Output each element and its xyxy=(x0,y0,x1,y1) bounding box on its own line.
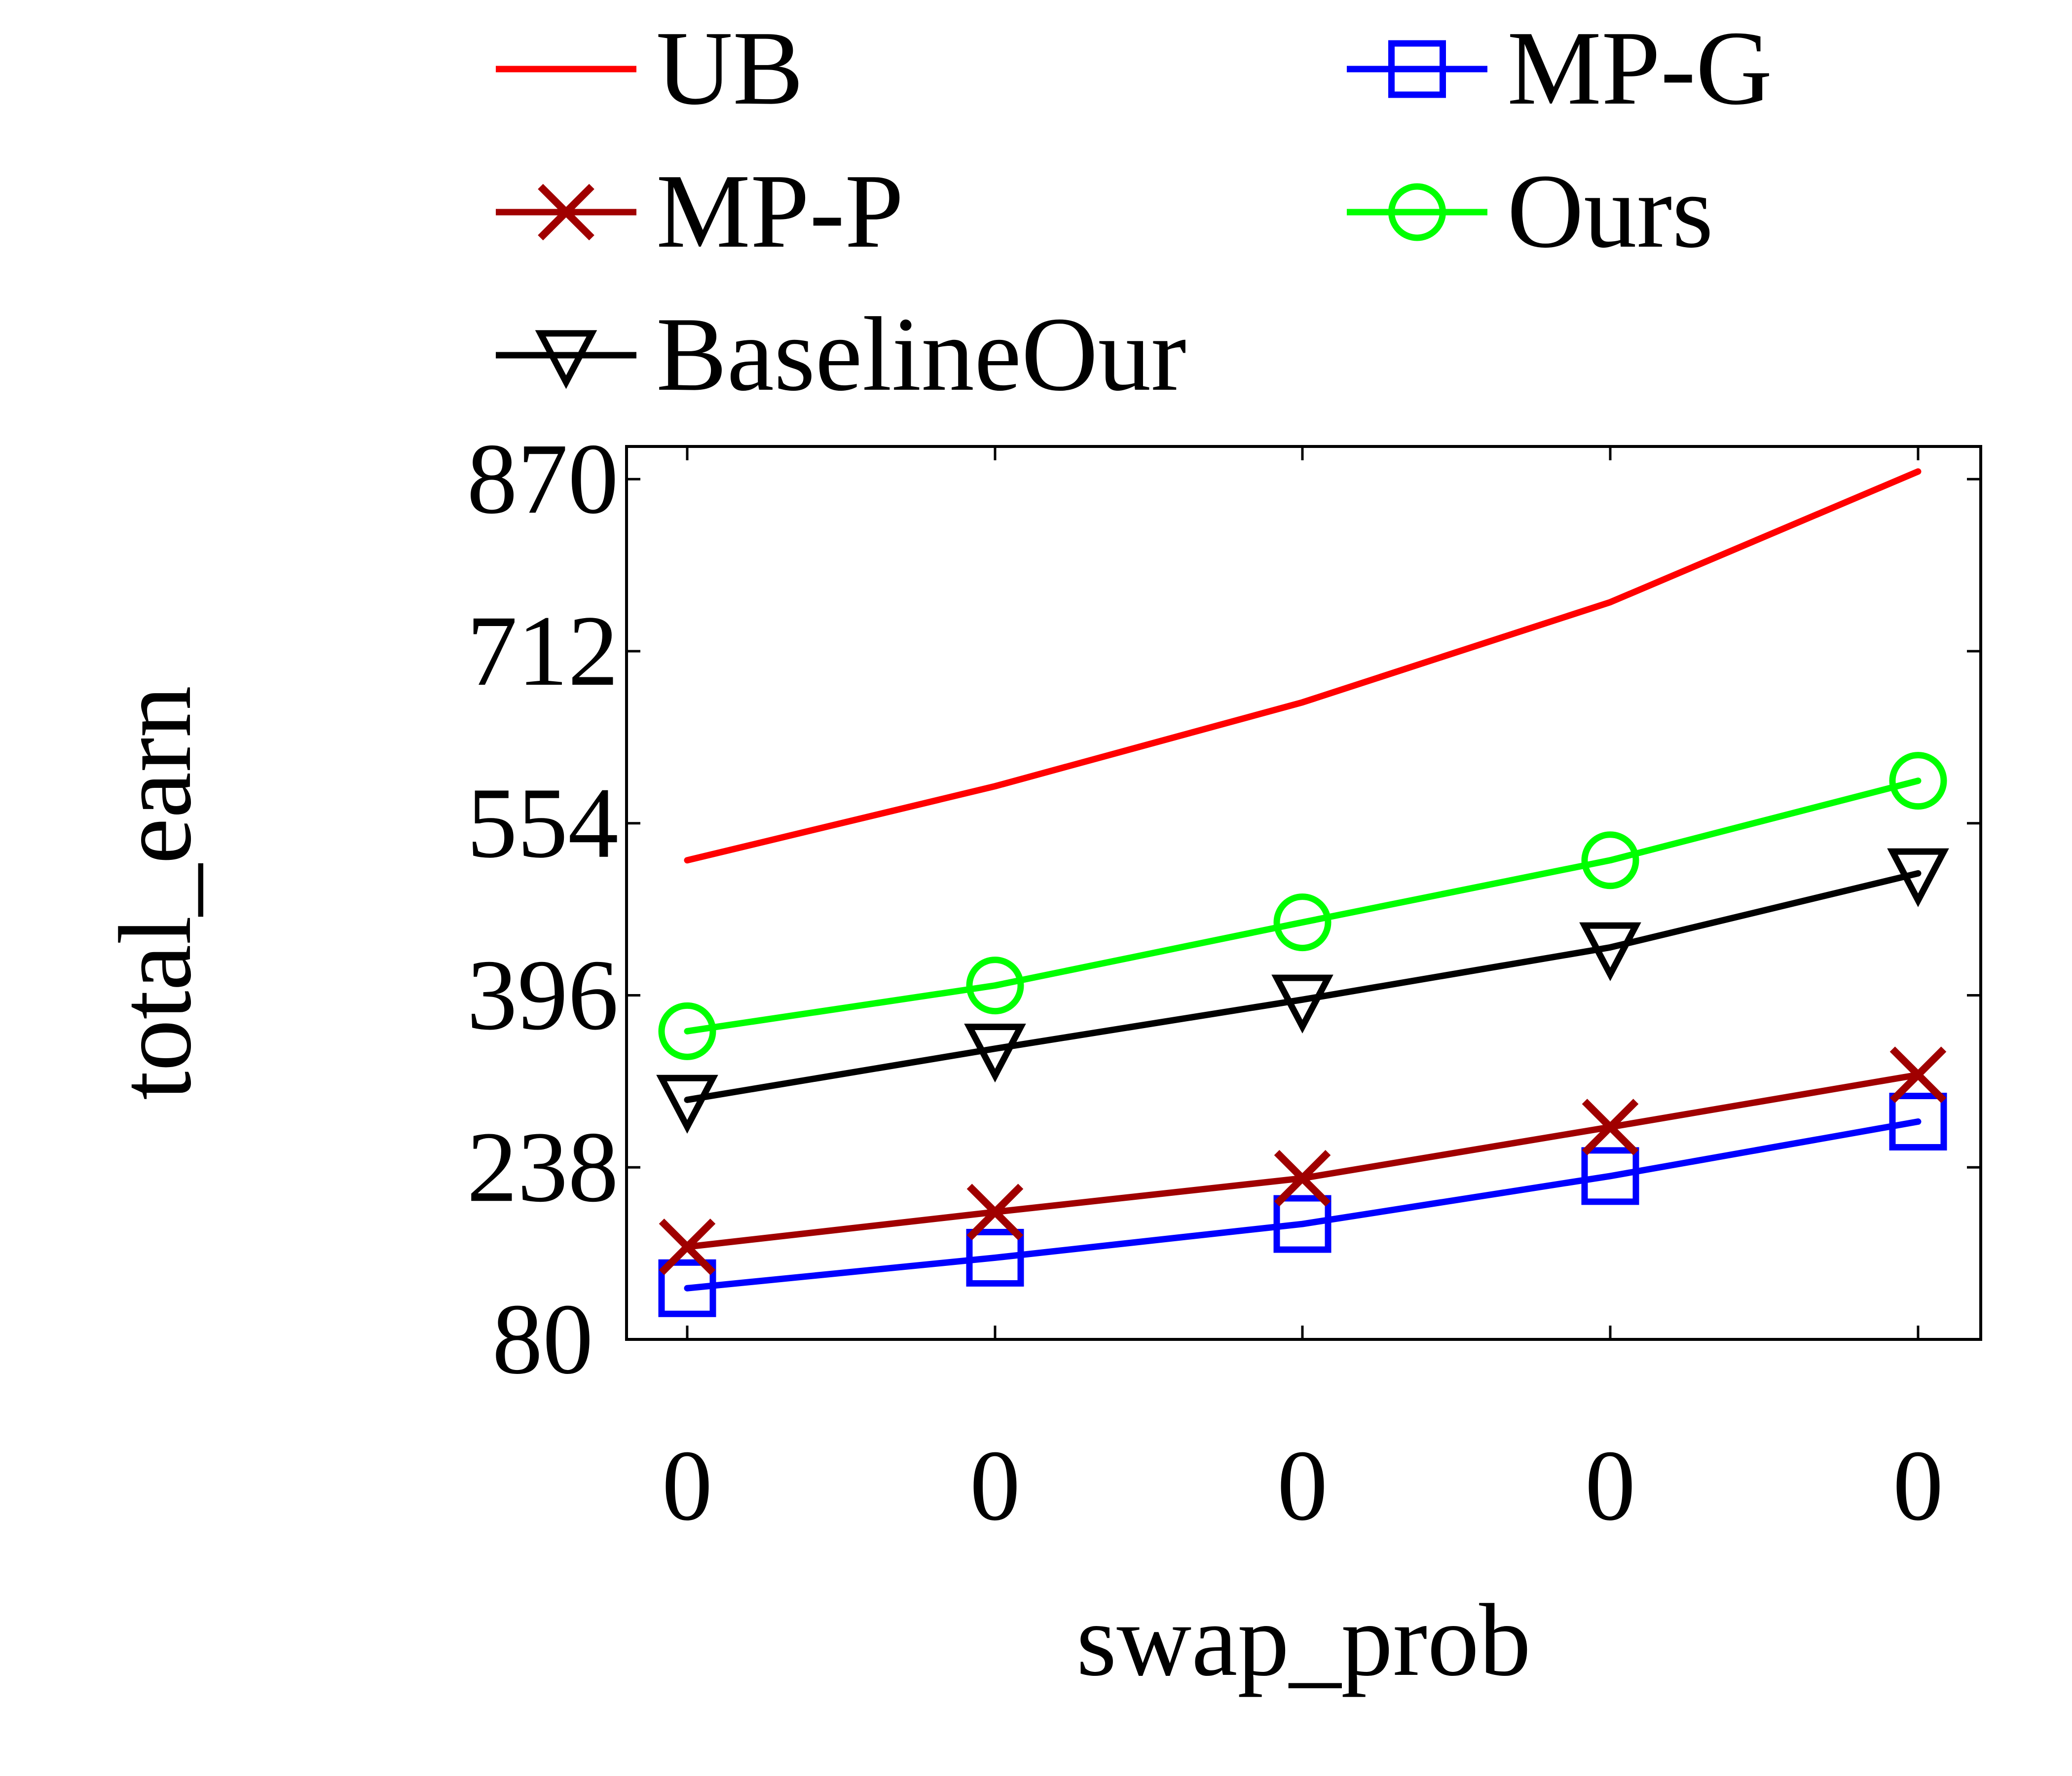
series-line-ours xyxy=(684,777,1922,1035)
point-mp-p-3 xyxy=(1582,1099,1639,1155)
point-baselineour-2 xyxy=(1271,974,1333,1034)
legend-marker-ours xyxy=(1388,183,1446,241)
legend-label-mp-p: MP-P xyxy=(656,152,904,270)
point-mp-p-2-stroke-b xyxy=(1274,1150,1331,1207)
legend-marker-mp-p xyxy=(538,184,594,241)
point-mp-p-0 xyxy=(659,1219,716,1275)
legend: UB MP-G MP-P Ours BaselineOur xyxy=(496,9,1773,413)
legend-marker-mp-g xyxy=(1388,40,1446,98)
series-line-ub xyxy=(684,468,1922,864)
series-line-mp-g xyxy=(684,1118,1922,1292)
legend-item-baselineour: BaselineOur xyxy=(496,295,1186,413)
legend-marker-baselineour xyxy=(535,330,597,389)
series-mp-p xyxy=(659,1046,1947,1275)
point-mp-p-1-stroke-b xyxy=(966,1184,1024,1241)
point-baselineour-0 xyxy=(656,1074,718,1134)
y-tick-label: 870 xyxy=(467,423,619,535)
plot-area xyxy=(656,468,1949,1317)
point-ours-2 xyxy=(1273,893,1332,952)
point-mp-p-4 xyxy=(1889,1046,1947,1103)
y-tick-label: 554 xyxy=(467,767,619,879)
point-mp-g-2 xyxy=(1273,1195,1332,1253)
point-mp-g-4 xyxy=(1889,1093,1947,1151)
plot-frame xyxy=(625,445,1982,1341)
legend-label-ours: Ours xyxy=(1507,152,1713,270)
point-baselineour-4 xyxy=(1887,848,1949,907)
point-mp-p-3-stroke-b xyxy=(1582,1099,1639,1155)
legend-item-mp-p: MP-P xyxy=(496,152,904,270)
point-baselineour-1 xyxy=(964,1023,1026,1083)
x-tick-label: 0 xyxy=(1277,1430,1328,1542)
axes: 80 238 396 554 712 870 0 0 0 0 0 xyxy=(467,423,1982,1542)
x-axis-label: swap_prob xyxy=(1076,1583,1531,1698)
point-mp-g-0 xyxy=(658,1259,716,1317)
y-tick-label: 712 xyxy=(467,595,619,707)
point-mp-p-0-stroke-b xyxy=(659,1219,716,1275)
legend-item-ub: UB xyxy=(496,9,804,127)
x-tick-label: 0 xyxy=(1893,1430,1944,1542)
y-tick-label: 80 xyxy=(492,1283,593,1395)
series-ub xyxy=(684,468,1922,864)
point-mp-p-4-stroke-b xyxy=(1889,1046,1947,1103)
y-tick-label: 238 xyxy=(467,1111,619,1223)
x-tick-label: 0 xyxy=(662,1430,713,1542)
legend-label-baselineour: BaselineOur xyxy=(656,295,1186,413)
series-mp-g xyxy=(658,1093,1947,1317)
point-mp-g-3 xyxy=(1581,1147,1639,1205)
series-baselineour xyxy=(656,848,1949,1134)
legend-marker-mp-p-stroke-b xyxy=(538,184,594,241)
x-tick-label: 0 xyxy=(1585,1430,1636,1542)
y-tick-label: 396 xyxy=(467,939,619,1051)
point-baselineour-3 xyxy=(1579,922,1641,981)
point-ours-1 xyxy=(966,957,1024,1015)
point-mp-p-2 xyxy=(1274,1150,1331,1207)
x-tick-label: 0 xyxy=(970,1430,1021,1542)
legend-label-ub: UB xyxy=(656,9,804,127)
point-mp-p-1 xyxy=(966,1184,1024,1241)
legend-label-mp-g: MP-G xyxy=(1507,9,1773,127)
point-ours-3 xyxy=(1581,831,1639,889)
series-line-baselineour xyxy=(684,870,1922,1103)
point-mp-g-1 xyxy=(966,1228,1024,1287)
y-axis-label: total_earn xyxy=(98,686,213,1100)
legend-item-ours: Ours xyxy=(1347,152,1713,270)
legend-item-mp-g: MP-G xyxy=(1347,9,1773,127)
point-ours-4 xyxy=(1889,752,1947,810)
point-ours-0 xyxy=(658,1002,716,1060)
series-ours xyxy=(658,752,1947,1060)
